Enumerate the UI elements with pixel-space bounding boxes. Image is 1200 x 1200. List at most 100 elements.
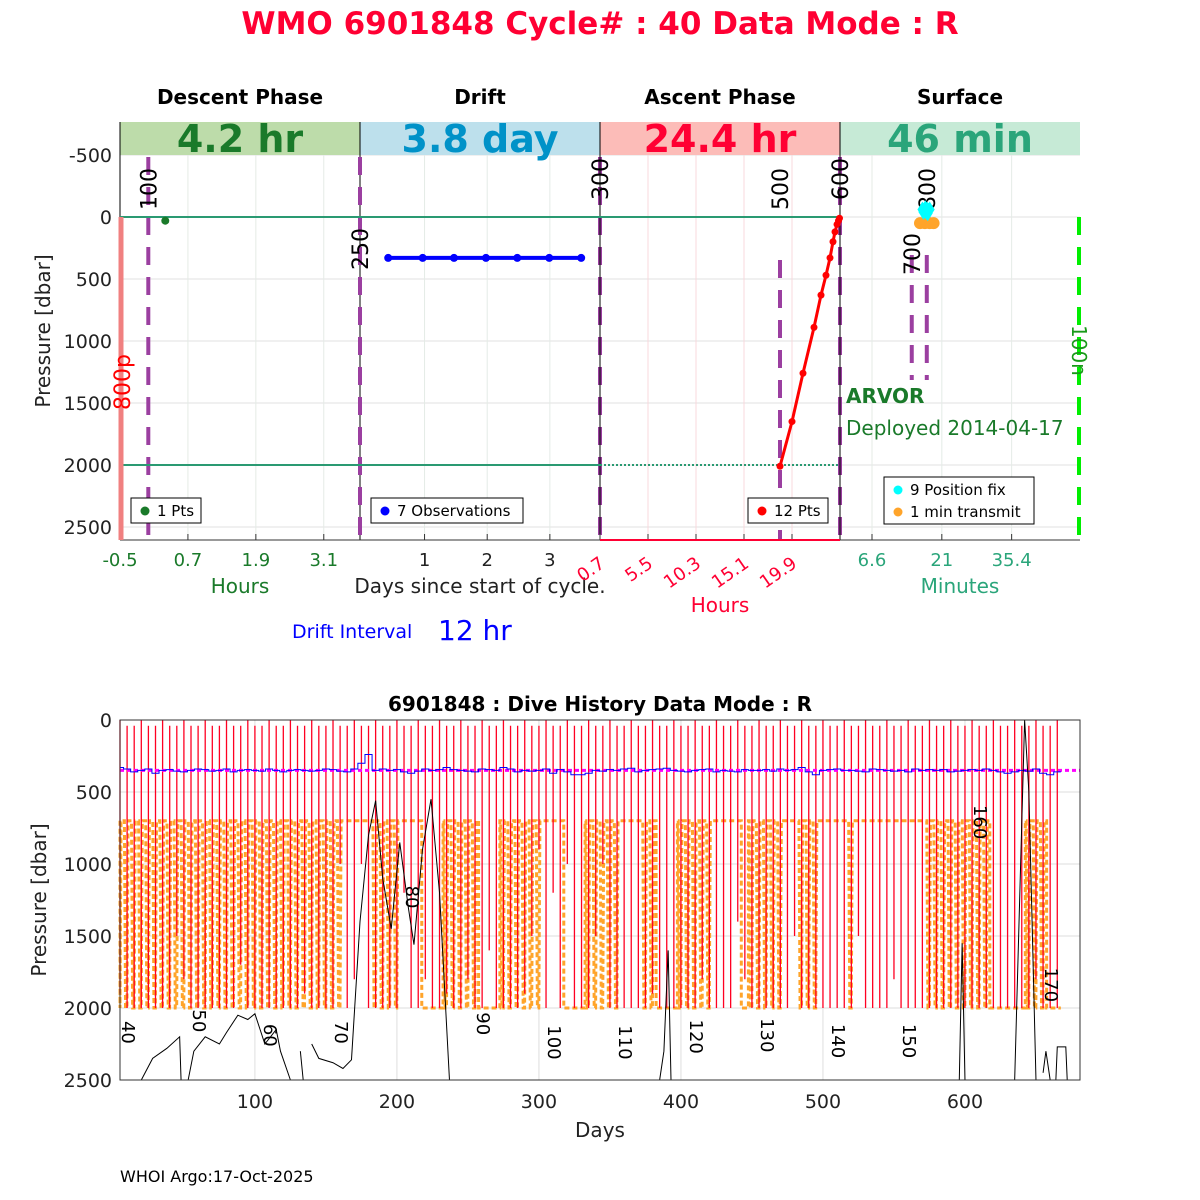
legend-box — [370, 497, 524, 524]
x-tick-label: 0.7 — [174, 550, 203, 571]
y-tick-label: 2500 — [64, 1070, 112, 1092]
cycle-marker-label: 800 — [916, 168, 941, 210]
legend-box — [883, 476, 1035, 525]
position-fix-point — [922, 205, 933, 222]
y-tick-label: 500 — [76, 269, 112, 291]
ascent-point — [822, 271, 830, 279]
cycle-label: 70 — [330, 1021, 351, 1044]
x-tick-label: 600 — [947, 1091, 983, 1113]
cycle-marker-label: 300 — [589, 158, 614, 200]
other-series-line — [659, 950, 672, 1081]
cycle-label: 140 — [827, 1024, 848, 1058]
y-tick-label: -500 — [69, 145, 112, 167]
cycle-label: 40 — [117, 1021, 138, 1044]
cycle-label: 170 — [1040, 968, 1061, 1002]
legend-label: 1 min transmit — [910, 503, 1021, 521]
x-tick-label: 21 — [930, 550, 953, 571]
legend-label: 7 Observations — [397, 502, 511, 520]
x-axis-label: Days since start of cycle. — [354, 574, 605, 598]
cycle-label: 100 — [543, 1025, 564, 1059]
ascent-point — [817, 291, 825, 299]
y-tick-label: 1500 — [64, 393, 112, 415]
drift-point — [577, 253, 586, 262]
cycle-label: 150 — [898, 1024, 919, 1058]
deployment-date: Deployed 2014-04-17 — [846, 416, 1064, 440]
other-series-line — [299, 1051, 304, 1081]
drift-point — [449, 253, 458, 262]
phase-title: Ascent Phase — [644, 85, 795, 109]
y-tick-label: 2500 — [64, 517, 112, 539]
cycle-label: 50 — [188, 1009, 209, 1032]
phase-band — [600, 122, 840, 155]
drift-pressure-line — [120, 754, 1061, 776]
drift-point — [513, 253, 522, 262]
footer-credit: WHOI Argo:17-Oct-2025 — [120, 1167, 314, 1186]
dive-history-chart: 0 500 1000 1500 2000 2500 100 200 300 400 500 600 69… — [27, 692, 1081, 1142]
cycle-label: 80 — [401, 886, 422, 909]
x-tick-label: 400 — [663, 1091, 699, 1113]
cycle-label: 90 — [472, 1012, 493, 1035]
other-series-line — [140, 1012, 291, 1081]
other-series-line — [311, 799, 450, 1081]
cycle-label: 130 — [756, 1018, 777, 1052]
ascent-point — [836, 214, 843, 222]
drift-point — [418, 253, 427, 262]
x-tick-label: 3.1 — [309, 550, 338, 571]
chart-title: 6901848 : Dive History Data Mode : R — [388, 692, 812, 716]
ascent-point — [829, 238, 837, 246]
x-tick-label: 1 — [419, 550, 430, 571]
ascent-point — [826, 254, 834, 262]
transmit-point — [927, 217, 940, 230]
x-axis-label: Minutes — [921, 574, 1000, 598]
cycle-label: 160 — [969, 805, 990, 839]
legend-marker — [757, 506, 767, 516]
x-tick-label: 500 — [805, 1091, 841, 1113]
x-tick-label: 300 — [521, 1091, 557, 1113]
x-tick-label: 6.6 — [858, 550, 887, 571]
x-tick-label: 15.1 — [708, 553, 753, 593]
y-tick-label: 1000 — [64, 331, 112, 353]
drift-point — [545, 253, 554, 262]
phase-title: Surface — [917, 85, 1003, 109]
phase-band — [120, 122, 360, 155]
phase-band — [360, 122, 600, 155]
phase-title: Drift — [454, 85, 506, 109]
legend-marker — [380, 506, 390, 516]
descent-point — [161, 216, 170, 225]
side-label-left: 800p — [111, 354, 136, 410]
float-type: ARVOR — [846, 384, 924, 408]
cycle-marker-label: 100 — [137, 168, 162, 210]
figure-title: WMO 6901848 Cycle# : 40 Data Mode : R — [241, 6, 958, 42]
other-series-line — [1055, 1046, 1068, 1081]
y-tick-label: 1000 — [64, 854, 112, 876]
legend-marker — [140, 506, 150, 516]
park-depth-trajectory — [118, 819, 1061, 1010]
x-tick-label: 200 — [379, 1091, 415, 1113]
x-tick-label: 1.9 — [242, 550, 271, 571]
cycle-label: 110 — [614, 1025, 635, 1059]
legend-label: 12 Pts — [774, 502, 821, 520]
ascent-point — [788, 418, 796, 426]
x-tick-label: 3 — [544, 550, 555, 571]
drift-interval-value: 12 hr — [438, 614, 512, 647]
other-series-line — [1042, 1051, 1051, 1081]
drift-interval-label: Drift Interval — [292, 621, 412, 643]
phase-duration: 24.4 hr — [644, 117, 797, 161]
ascent-point — [799, 369, 807, 377]
phase-title: Descent Phase — [157, 85, 323, 109]
y-tick-label: 500 — [76, 782, 112, 804]
cycle-label: 60 — [259, 1024, 280, 1047]
x-tick-label: 2 — [481, 550, 492, 571]
phase-band — [840, 122, 1080, 155]
phase-duration: 3.8 day — [402, 117, 559, 161]
side-label-right: 100n — [1067, 325, 1091, 376]
x-tick-label: 35.4 — [992, 550, 1032, 571]
y-tick-label: 1500 — [64, 926, 112, 948]
ascent-point — [831, 228, 839, 236]
ascent-point — [810, 323, 818, 331]
plot-frame — [119, 719, 1081, 1081]
y-axis-label: Pressure [dbar] — [27, 823, 51, 976]
y-tick-label: 2000 — [64, 455, 112, 477]
